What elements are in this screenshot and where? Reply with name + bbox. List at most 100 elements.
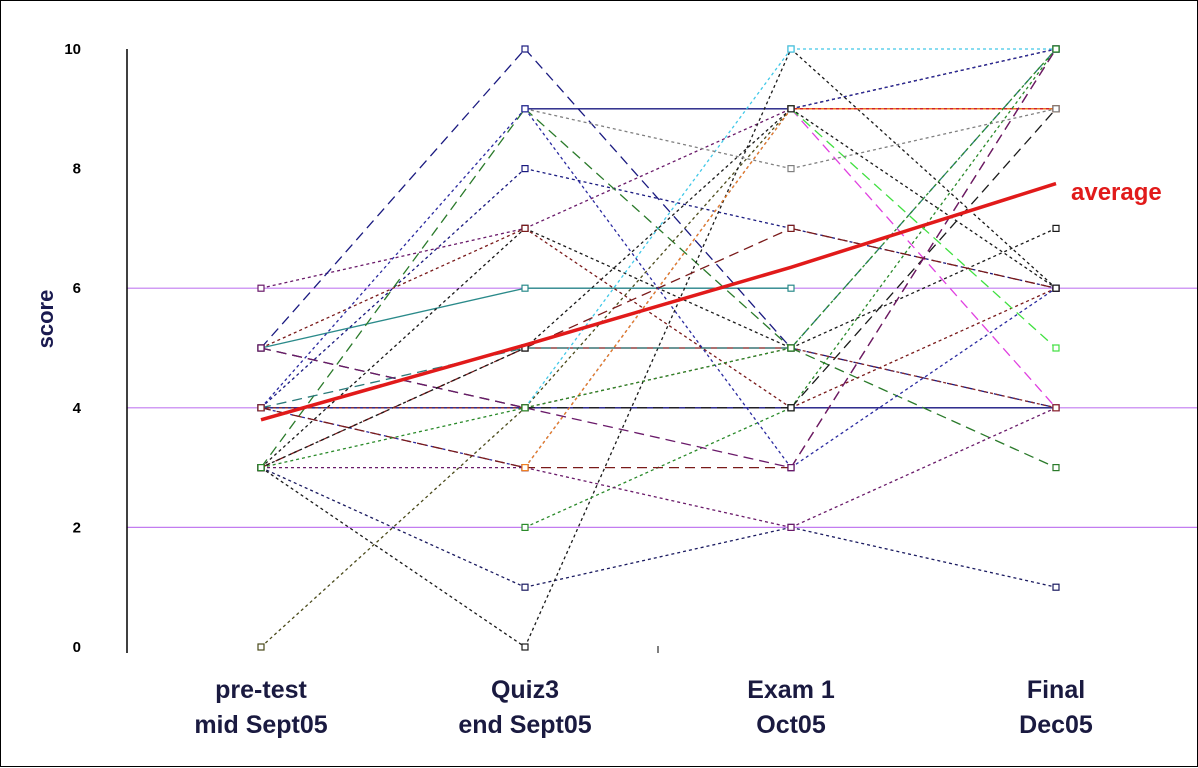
student-point	[787, 404, 795, 412]
student-line-segment	[790, 108, 1057, 349]
student-line-segment	[790, 48, 1057, 349]
student-point	[787, 344, 795, 352]
student-line-segment	[524, 466, 792, 529]
category-label-line: Final	[1027, 676, 1085, 704]
student-line-segment	[790, 108, 1057, 289]
student-line	[521, 105, 1060, 173]
category-label-line: end Sept05	[458, 711, 591, 739]
student-point	[521, 165, 529, 173]
axes	[126, 49, 659, 653]
student-line-segment	[790, 108, 1057, 170]
y-tick-labels: 0 2 4 6 8 10	[64, 41, 81, 656]
student-line-segment	[260, 168, 526, 409]
student-line	[787, 105, 1060, 352]
student-line	[257, 45, 1060, 472]
category-label: Exam 1 Oct05	[747, 676, 835, 739]
y-tick-label: 8	[73, 161, 81, 178]
student-line-segment	[524, 108, 792, 170]
category-label: Quiz3 end Sept05	[458, 676, 591, 739]
student-series	[257, 45, 1060, 651]
student-line-segment	[790, 347, 1057, 469]
category-label-line: Exam 1	[747, 676, 835, 704]
student-point	[1052, 464, 1060, 472]
student-point	[1052, 284, 1060, 292]
student-point	[521, 284, 529, 292]
student-line	[257, 284, 795, 352]
student-point	[521, 45, 529, 53]
student-line-segment	[260, 108, 526, 468]
student-line-segment	[790, 48, 1057, 468]
student-line-segment	[524, 108, 792, 468]
student-point	[257, 404, 265, 412]
student-line-segment	[260, 407, 526, 648]
category-label-line: mid Sept05	[194, 711, 327, 739]
student-line-segment	[260, 467, 526, 648]
category-label: pre-test mid Sept05	[194, 676, 327, 739]
student-line-segment	[790, 48, 1057, 289]
student-point	[787, 284, 795, 292]
student-point	[521, 105, 529, 113]
y-axis-label: score	[33, 290, 58, 349]
student-line-segment	[524, 48, 792, 409]
student-point	[1052, 583, 1060, 591]
student-line-segment	[524, 347, 792, 409]
student-line-segment	[790, 287, 1057, 469]
student-point	[787, 523, 795, 532]
category-label-line: pre-test	[215, 676, 307, 704]
average-series	[260, 181, 1057, 422]
student-line-segment	[524, 407, 792, 469]
student-line-segment	[524, 347, 792, 409]
student-line-segment	[524, 108, 792, 229]
student-line-segment	[524, 48, 792, 648]
student-point	[521, 523, 529, 532]
student-point	[521, 404, 529, 412]
student-line-segment	[790, 526, 1057, 588]
student-line-segment	[790, 48, 1057, 110]
student-point	[1052, 344, 1060, 352]
student-point	[521, 643, 529, 651]
student-point	[787, 105, 795, 113]
student-line-segment	[790, 407, 1057, 528]
student-line-segment	[260, 287, 526, 349]
student-point	[787, 224, 795, 232]
average-label: average	[1071, 179, 1162, 206]
category-label-line: Oct05	[756, 711, 826, 739]
student-point	[787, 464, 795, 472]
category-label: Final Dec05	[1019, 676, 1093, 739]
student-point	[257, 464, 265, 472]
student-point	[1052, 105, 1060, 113]
student-point	[521, 583, 529, 591]
y-tick-label: 0	[73, 639, 81, 656]
student-line-segment	[790, 227, 1057, 349]
student-line-segment	[524, 227, 792, 409]
average-line	[260, 181, 1057, 422]
student-point	[787, 45, 795, 53]
student-line-segment	[260, 48, 526, 349]
student-line-segment	[790, 347, 1057, 409]
student-point	[1052, 45, 1060, 53]
y-tick-label: 4	[73, 400, 82, 417]
student-line-segment	[260, 227, 526, 349]
student-point	[521, 224, 529, 232]
student-line-segment	[260, 227, 526, 469]
student-point	[1052, 224, 1060, 232]
student-point	[257, 284, 265, 292]
student-point	[257, 643, 265, 651]
student-point	[521, 464, 529, 472]
y-tick-label: 6	[73, 280, 81, 297]
student-point	[787, 165, 795, 173]
student-line	[257, 224, 1060, 412]
student-line	[257, 45, 1060, 292]
student-point	[1052, 404, 1060, 412]
student-line	[257, 344, 1060, 412]
category-labels: pre-test mid Sept05 Quiz3 end Sept05 Exam 1 O…	[194, 676, 1093, 739]
student-line-segment	[260, 347, 526, 409]
student-line-segment	[524, 48, 792, 349]
student-line-segment	[260, 108, 526, 409]
category-label-line: Quiz3	[491, 676, 559, 704]
student-line-segment	[260, 467, 526, 588]
student-line-segment	[790, 287, 1057, 409]
category-label-line: Dec05	[1019, 711, 1093, 739]
